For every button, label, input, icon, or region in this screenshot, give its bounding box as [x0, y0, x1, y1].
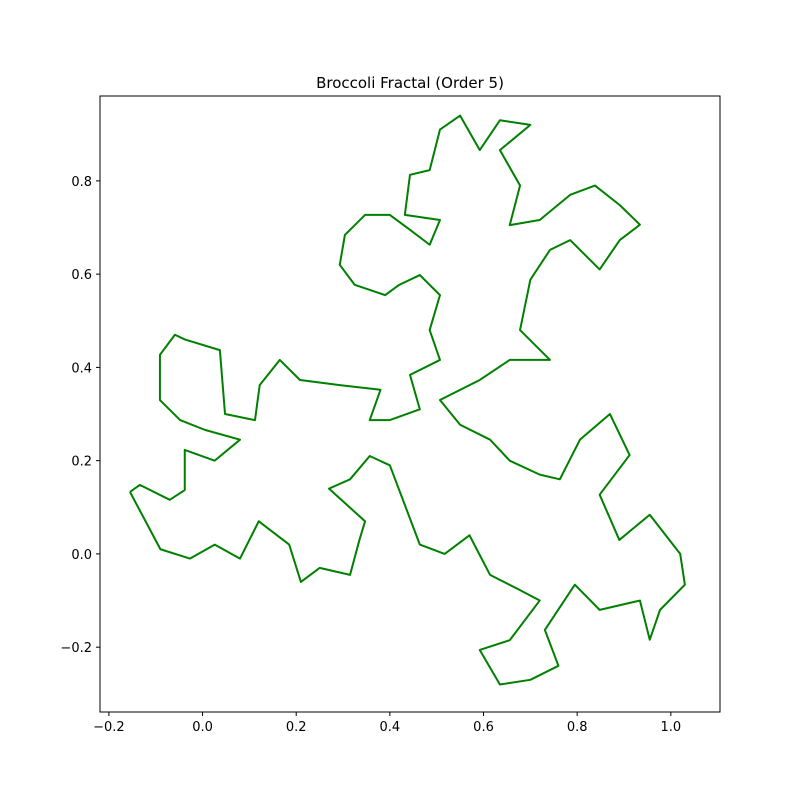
chart-title: Broccoli Fractal (Order 5) — [316, 74, 504, 92]
y-tick-label: 0.8 — [71, 175, 92, 190]
y-tick-label: −0.2 — [60, 641, 92, 656]
axes-frame — [99, 95, 721, 713]
y-tick-label: 0.6 — [71, 268, 92, 283]
x-tick-label: −0.2 — [93, 720, 125, 735]
x-tick-label: 0.0 — [192, 720, 213, 735]
x-tick-label: 0.6 — [473, 720, 494, 735]
x-tick-label: 1.0 — [660, 720, 681, 735]
y-tick-label: 0.4 — [71, 361, 92, 376]
x-tick-label: 0.4 — [380, 720, 401, 735]
x-tick-label: 0.8 — [567, 720, 588, 735]
x-tick-label: 0.2 — [286, 720, 307, 735]
y-tick-label: 0.0 — [71, 548, 92, 563]
fractal-curve — [129, 114, 686, 686]
y-tick-label: 0.2 — [71, 455, 92, 470]
